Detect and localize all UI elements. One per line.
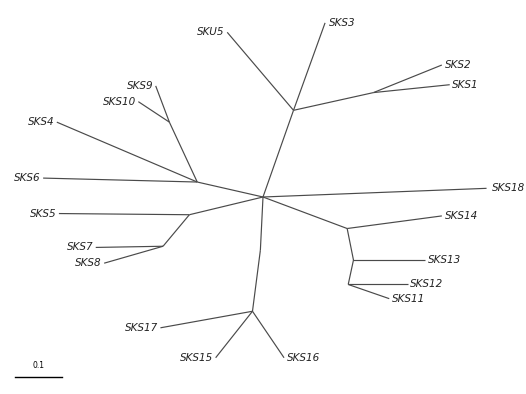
Text: SKS1: SKS1 [452,80,479,90]
Text: SKS12: SKS12 [410,279,443,290]
Text: SKS6: SKS6 [14,173,41,183]
Text: SKS17: SKS17 [125,323,158,333]
Text: SKS3: SKS3 [329,18,356,28]
Text: SKS11: SKS11 [392,294,425,304]
Text: SKS2: SKS2 [444,60,471,70]
Text: SKU5: SKU5 [197,27,225,37]
Text: SKS7: SKS7 [66,242,93,253]
Text: SKS13: SKS13 [428,255,461,265]
Text: SKS15: SKS15 [180,353,213,363]
Text: 0.1: 0.1 [33,361,44,370]
Text: SKS10: SKS10 [103,97,136,107]
Text: SKS8: SKS8 [75,258,102,268]
Text: SKS5: SKS5 [29,208,56,219]
Text: SKS9: SKS9 [126,81,153,91]
Text: SKS4: SKS4 [27,117,54,127]
Text: SKS16: SKS16 [287,353,320,363]
Text: SKS14: SKS14 [444,211,478,221]
Text: SKS18: SKS18 [492,183,525,193]
